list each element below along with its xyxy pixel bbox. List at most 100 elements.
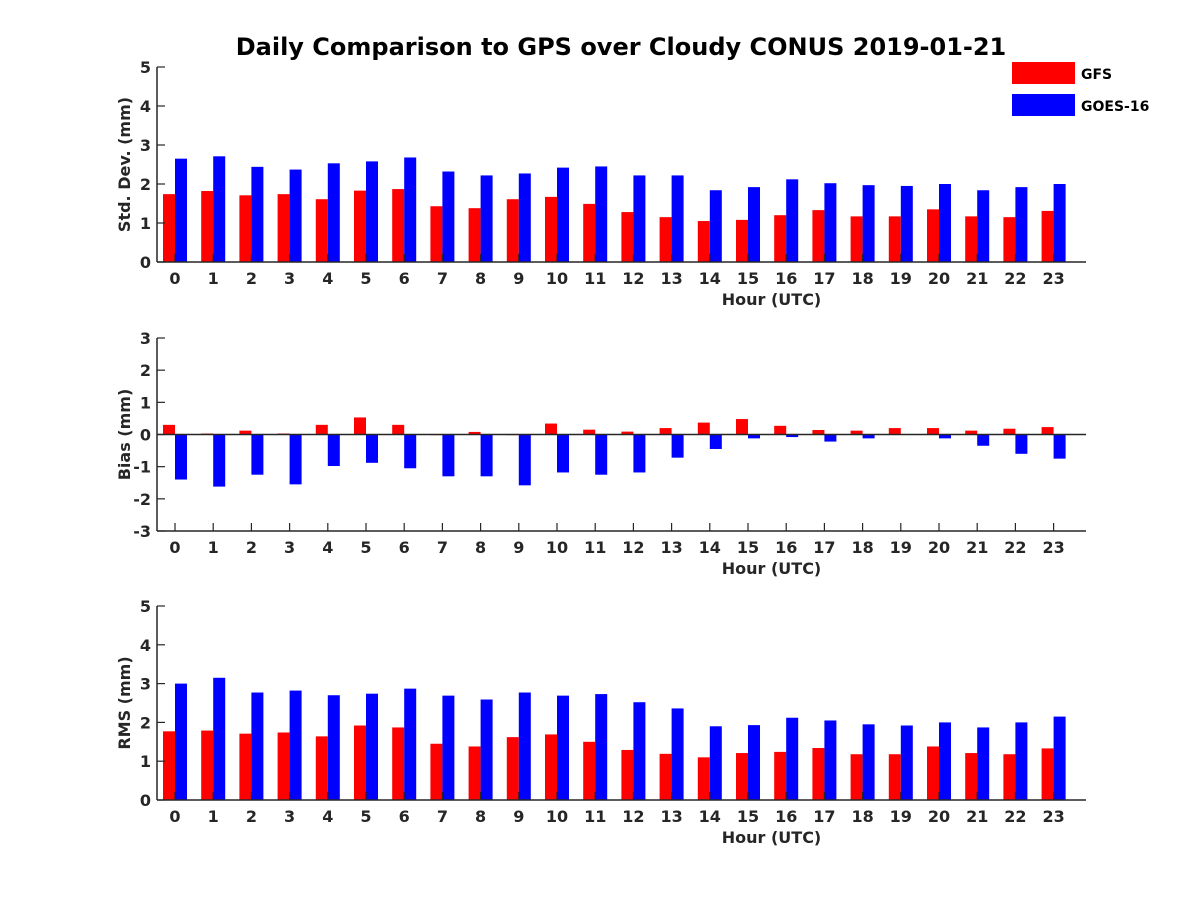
bar-gfs-14 bbox=[697, 757, 710, 800]
bar-gfs-5 bbox=[354, 190, 366, 262]
bar-goes16-16 bbox=[786, 717, 799, 800]
x-tick-label: 10 bbox=[546, 807, 568, 826]
y-axis-label: RMS (mm) bbox=[115, 656, 134, 749]
y-tick-label: 1 bbox=[140, 393, 151, 412]
bar-goes16-10 bbox=[557, 167, 569, 262]
bar-goes16-4 bbox=[327, 163, 340, 262]
x-tick-label: 0 bbox=[169, 538, 180, 557]
x-tick-label: 13 bbox=[660, 269, 682, 288]
y-tick-label: 4 bbox=[140, 97, 151, 116]
bar-gfs-7 bbox=[430, 206, 443, 262]
bar-gfs-10 bbox=[545, 423, 557, 435]
bar-goes16-11 bbox=[595, 166, 608, 262]
legend-label-gfs: GFS bbox=[1081, 67, 1112, 83]
x-tick-label: 17 bbox=[813, 538, 835, 557]
x-tick-label: 20 bbox=[928, 538, 950, 557]
x-tick-label: 11 bbox=[584, 538, 606, 557]
x-tick-label: 20 bbox=[928, 269, 950, 288]
bar-goes16-5 bbox=[366, 693, 378, 800]
bar-goes16-15 bbox=[748, 434, 760, 439]
bar-goes16-18 bbox=[862, 185, 875, 262]
bar-goes16-12 bbox=[633, 175, 646, 262]
bar-gfs-8 bbox=[468, 431, 481, 435]
x-tick-label: 23 bbox=[1042, 807, 1064, 826]
bar-gfs-11 bbox=[583, 203, 596, 262]
bar-gfs-8 bbox=[468, 746, 481, 800]
bar-gfs-12 bbox=[621, 431, 634, 435]
bar-gfs-0 bbox=[163, 731, 175, 800]
x-tick-label: 7 bbox=[437, 807, 448, 826]
bar-gfs-15 bbox=[736, 419, 748, 435]
bar-gfs-12 bbox=[621, 212, 634, 262]
legend-label-goes16: GOES-16 bbox=[1081, 99, 1149, 115]
x-tick-label: 3 bbox=[284, 269, 295, 288]
y-tick-label: 3 bbox=[140, 675, 151, 694]
bar-gfs-17 bbox=[812, 430, 825, 435]
x-tick-label: 20 bbox=[928, 807, 950, 826]
bar-goes16-7 bbox=[442, 171, 455, 262]
bar-gfs-14 bbox=[697, 422, 710, 435]
y-tick-label: -3 bbox=[133, 522, 151, 541]
bar-gfs-17 bbox=[812, 748, 825, 800]
bar-gfs-7 bbox=[430, 743, 443, 800]
bar-gfs-19 bbox=[888, 754, 901, 800]
bar-gfs-21 bbox=[965, 753, 978, 800]
bar-gfs-6 bbox=[392, 727, 405, 800]
bar-goes16-6 bbox=[404, 688, 417, 800]
bar-gfs-22 bbox=[1003, 428, 1016, 435]
bar-gfs-6 bbox=[392, 424, 405, 435]
y-axis-label: Std. Dev. (mm) bbox=[115, 97, 134, 232]
bar-goes16-10 bbox=[557, 434, 569, 473]
bar-gfs-15 bbox=[736, 753, 748, 800]
x-tick-label: 2 bbox=[246, 807, 257, 826]
x-tick-label: 16 bbox=[775, 269, 797, 288]
bar-goes16-9 bbox=[518, 692, 531, 800]
x-tick-label: 15 bbox=[737, 269, 759, 288]
y-tick-label: 5 bbox=[140, 58, 151, 77]
bar-gfs-18 bbox=[850, 754, 863, 800]
bar-goes16-0 bbox=[175, 434, 187, 480]
bar-gfs-4 bbox=[315, 199, 328, 262]
x-axis-label: Hour (UTC) bbox=[722, 559, 822, 578]
bar-goes16-6 bbox=[404, 157, 417, 262]
x-tick-label: 5 bbox=[360, 807, 371, 826]
x-tick-label: 9 bbox=[513, 269, 524, 288]
x-tick-label: 4 bbox=[322, 269, 333, 288]
bar-gfs-17 bbox=[812, 210, 825, 262]
x-tick-label: 16 bbox=[775, 807, 797, 826]
bar-gfs-11 bbox=[583, 741, 596, 800]
bar-goes16-7 bbox=[442, 434, 455, 477]
y-tick-label: 3 bbox=[140, 329, 151, 348]
x-tick-label: 13 bbox=[660, 538, 682, 557]
bar-goes16-6 bbox=[404, 434, 417, 469]
bar-gfs-2 bbox=[239, 430, 252, 435]
bar-goes16-0 bbox=[175, 158, 187, 262]
bar-goes16-5 bbox=[366, 434, 378, 463]
bar-goes16-4 bbox=[327, 434, 340, 467]
x-tick-label: 19 bbox=[890, 269, 912, 288]
bar-goes16-18 bbox=[862, 724, 875, 800]
bar-gfs-5 bbox=[354, 725, 366, 800]
y-tick-label: -1 bbox=[133, 458, 151, 477]
x-tick-label: 4 bbox=[322, 538, 333, 557]
x-tick-label: 11 bbox=[584, 807, 606, 826]
bar-gfs-13 bbox=[659, 753, 672, 800]
x-tick-label: 3 bbox=[284, 538, 295, 557]
bar-goes16-20 bbox=[939, 434, 951, 439]
bar-goes16-8 bbox=[480, 699, 493, 800]
x-tick-label: 10 bbox=[546, 538, 568, 557]
x-tick-label: 21 bbox=[966, 807, 988, 826]
bar-gfs-19 bbox=[888, 428, 901, 435]
bar-gfs-13 bbox=[659, 217, 672, 262]
bar-gfs-2 bbox=[239, 195, 252, 262]
bar-goes16-19 bbox=[900, 725, 913, 800]
x-tick-label: 23 bbox=[1042, 269, 1064, 288]
bar-goes16-8 bbox=[480, 175, 493, 262]
bar-gfs-21 bbox=[965, 430, 978, 435]
bar-goes16-12 bbox=[633, 702, 646, 800]
bar-gfs-5 bbox=[354, 417, 366, 435]
x-tick-label: 12 bbox=[622, 538, 644, 557]
x-tick-label: 0 bbox=[169, 807, 180, 826]
